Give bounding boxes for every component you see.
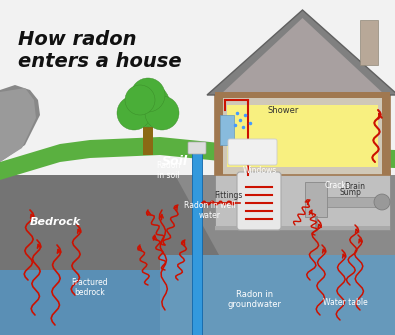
- Polygon shape: [220, 18, 385, 95]
- Circle shape: [145, 96, 179, 130]
- Polygon shape: [207, 10, 395, 95]
- Circle shape: [126, 83, 170, 127]
- Text: Cracks: Cracks: [325, 181, 351, 190]
- Polygon shape: [0, 85, 40, 162]
- Text: Fractured
bedrock: Fractured bedrock: [71, 278, 108, 297]
- Circle shape: [131, 78, 165, 112]
- Polygon shape: [0, 137, 395, 180]
- Polygon shape: [0, 88, 36, 162]
- Bar: [215, 95, 223, 175]
- Text: How radon
enters a house: How radon enters a house: [18, 30, 182, 71]
- Bar: [215, 95, 390, 175]
- Text: Sump: Sump: [340, 188, 362, 197]
- Bar: [305, 182, 327, 217]
- FancyBboxPatch shape: [237, 172, 281, 230]
- Text: Windows: Windows: [243, 166, 277, 175]
- FancyBboxPatch shape: [188, 142, 206, 154]
- Text: Fittings: Fittings: [214, 191, 242, 200]
- Polygon shape: [0, 175, 175, 335]
- Bar: [327, 197, 382, 207]
- Polygon shape: [100, 175, 230, 335]
- Bar: [215, 170, 390, 230]
- FancyBboxPatch shape: [228, 139, 277, 165]
- Circle shape: [117, 96, 151, 130]
- Bar: [227, 105, 378, 167]
- Bar: [215, 226, 390, 230]
- Text: Radon in
groundwater: Radon in groundwater: [228, 289, 282, 309]
- Bar: [220, 115, 234, 145]
- Bar: [160, 255, 395, 335]
- Circle shape: [125, 85, 155, 115]
- Text: Radon in well
water: Radon in well water: [184, 201, 236, 220]
- Bar: [0, 270, 395, 335]
- Text: Radon
in soil: Radon in soil: [156, 160, 180, 180]
- Bar: [360, 20, 378, 65]
- Circle shape: [374, 194, 390, 210]
- Bar: [382, 95, 390, 175]
- Bar: [143, 127, 153, 155]
- Bar: [192, 150, 202, 335]
- Bar: [215, 92, 390, 98]
- Text: Shower: Shower: [267, 106, 298, 115]
- Text: Bedrock: Bedrock: [30, 217, 81, 227]
- Bar: [0, 175, 395, 335]
- Text: Water table: Water table: [323, 298, 367, 307]
- Text: Soil: Soil: [162, 155, 188, 168]
- Text: Drain: Drain: [344, 182, 365, 191]
